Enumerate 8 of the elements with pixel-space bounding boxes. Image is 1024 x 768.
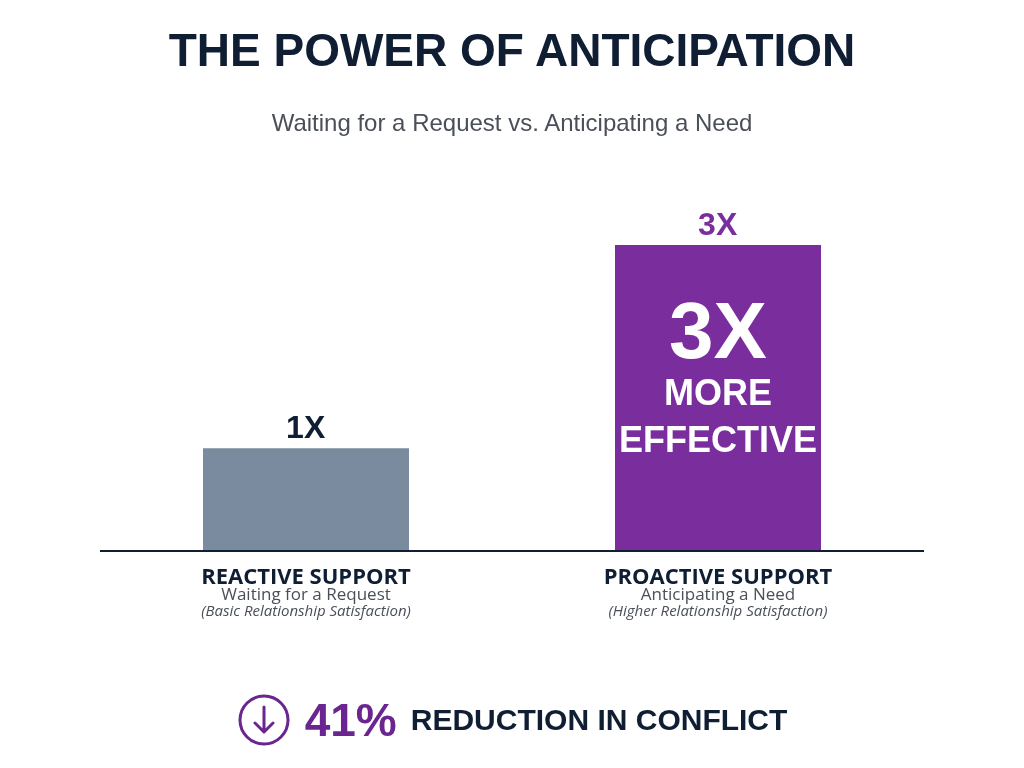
text: 41% REDUCTION IN CONFLICT [304,693,788,747]
chart-title: THE POWER OF ANTICIPATION [168,24,856,77]
data-label: 1X [286,409,326,446]
chart-subtitle: Waiting for a Request vs. Anticipating a Need [271,109,753,137]
data-label: 3X [698,205,738,242]
x-tick-label: PROACTIVE SUPPORT Anticipating a Need (Higher Relationship Satisfaction) [603,560,833,620]
x-tick-label: REACTIVE SUPPORT Waiting for a Request (Basic Relationship Satisfaction) [201,560,412,620]
annotation: 3X MORE EFFECTIVE [619,286,818,460]
